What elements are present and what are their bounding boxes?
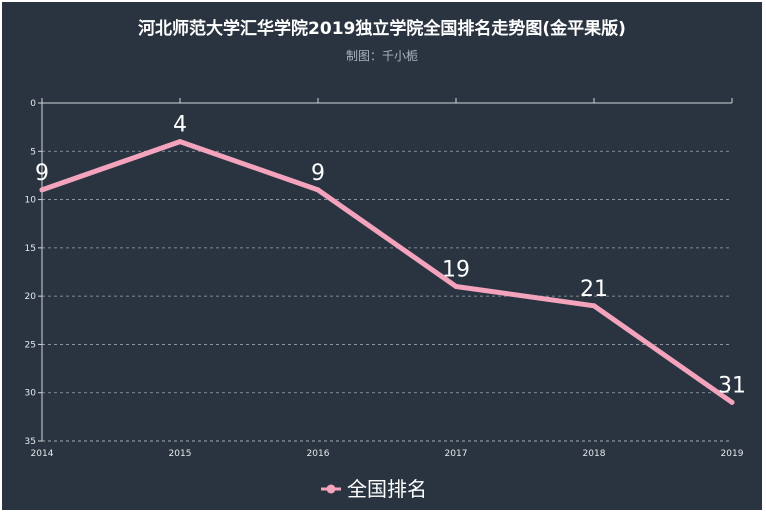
x-tick-label: 2017	[445, 449, 468, 459]
x-tick-label: 2014	[31, 449, 54, 459]
data-label: 31	[718, 373, 746, 398]
chart-subtitle: 制图：千小栀	[346, 49, 418, 63]
data-label: 19	[442, 257, 470, 282]
y-tick-label: 5	[30, 147, 36, 157]
x-tick-label: 2018	[583, 449, 606, 459]
data-point[interactable]	[177, 139, 183, 145]
data-label: 4	[173, 113, 187, 138]
data-point[interactable]	[453, 283, 459, 289]
x-tick-label: 2015	[169, 449, 192, 459]
data-point[interactable]	[315, 187, 321, 193]
data-label: 21	[580, 277, 608, 302]
data-label: 9	[311, 161, 325, 186]
x-tick-label: 2019	[721, 449, 744, 459]
data-point[interactable]	[591, 303, 597, 309]
data-label: 9	[35, 161, 49, 186]
y-tick-label: 15	[25, 244, 36, 254]
series-layer	[39, 139, 735, 405]
grid-layer	[42, 150, 732, 394]
legend-label: 全国排名	[347, 477, 427, 501]
legend[interactable]: 全国排名	[321, 477, 427, 501]
y-tick-label: 25	[25, 340, 36, 350]
data-label-layer: 9 4 9 19 21 31	[35, 113, 746, 399]
data-point[interactable]	[729, 399, 735, 405]
y-tick-label: 20	[25, 292, 37, 302]
data-point[interactable]	[39, 187, 45, 193]
y-tick-label: 30	[25, 389, 37, 399]
y-tick-label: 0	[30, 99, 36, 109]
series-line[interactable]	[39, 139, 735, 405]
axis-layer: 0 5 10 15 20 25 30 35 2014 2015 2016 2017 2018 2019	[25, 98, 744, 459]
y-tick-label: 10	[25, 196, 37, 206]
legend-dot-marker	[326, 484, 336, 494]
chart-title: 河北师范大学汇华学院2019独立学院全国排名走势图(金平果版)	[138, 18, 626, 39]
x-tick-label: 2016	[307, 449, 330, 459]
y-tick-label: 35	[25, 437, 36, 447]
